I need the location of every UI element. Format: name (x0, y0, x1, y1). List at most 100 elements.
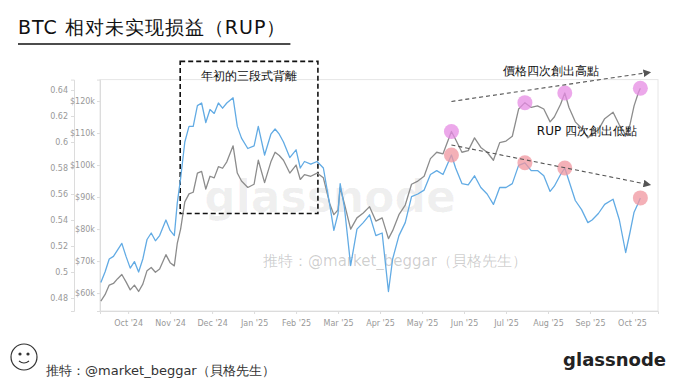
tick-mark (71, 142, 74, 143)
tick-label: 0.54 (50, 216, 68, 225)
tick-mark (632, 311, 633, 314)
tick-label: Mar '25 (324, 319, 354, 328)
tick: $60k (75, 289, 100, 298)
tick-mark (71, 272, 74, 273)
annotation-label: 年初的三段式背離 (201, 69, 297, 83)
axis-line (71, 80, 75, 311)
tick-label: $90k (75, 193, 95, 202)
tick-label: $60k (75, 289, 95, 298)
tick-label: Feb '25 (282, 319, 311, 328)
tick-label: Sep '25 (575, 319, 605, 328)
plot-frame (100, 80, 658, 311)
tick: $80k (75, 225, 100, 234)
tick: Apr '25 (366, 311, 395, 328)
tick-mark (97, 197, 100, 198)
tick-label: Aug '25 (533, 319, 564, 328)
tick-mark (97, 165, 100, 166)
tick: 0.64 (50, 86, 74, 95)
tick-mark (71, 246, 74, 247)
tick-mark (464, 311, 465, 314)
tick: 0.56 (50, 190, 74, 199)
watermark: 推特：@market_beggar（貝格先生） (263, 252, 527, 271)
tick: May '25 (407, 311, 438, 328)
tick-label: 0.5 (55, 268, 68, 277)
tick: 0.62 (50, 112, 74, 121)
tick: $120k (70, 97, 100, 106)
axis-line (101, 312, 659, 315)
tick-mark (296, 311, 297, 314)
trend-label: RUP 四次創出低點 (537, 124, 637, 138)
trend-arrow (451, 145, 650, 185)
tick-label: 0.56 (50, 190, 68, 199)
tick-mark (97, 229, 100, 230)
watermark: glassnode (204, 171, 456, 222)
background (0, 0, 680, 383)
tick: 0.5 (55, 268, 74, 277)
icon-mouth (19, 361, 29, 363)
tick-label: Nov '24 (155, 319, 186, 328)
tick-mark (71, 220, 74, 221)
tick-label: 0.52 (50, 242, 68, 251)
tick-mark (170, 311, 171, 314)
tick: Aug '25 (533, 311, 564, 328)
footer-credit: 推特：@market_beggar（貝格先生） (46, 363, 275, 378)
annotation-box (180, 61, 318, 213)
highlight-marker (444, 148, 459, 163)
tick-mark (128, 311, 129, 314)
tick: Jul '25 (493, 311, 519, 328)
axis-line (97, 80, 101, 311)
highlight-marker (557, 86, 572, 101)
icon-eye (26, 352, 29, 355)
tick: $90k (75, 193, 100, 202)
tick-label: Oct '24 (114, 319, 143, 328)
tick: 0.54 (50, 216, 74, 225)
tick: Mar '25 (324, 311, 354, 328)
x-axis: Oct '24 Nov '24 Dec '24 Jan '25 Feb '25 Mar '… (101, 311, 659, 328)
highlight-marker (517, 95, 532, 110)
tick-mark (254, 311, 255, 314)
tick-mark (97, 133, 100, 134)
tick: $70k (75, 257, 100, 266)
highlight-marker (517, 155, 532, 170)
title: BTC 相对未实现损益（RUP） (18, 16, 286, 38)
tick-label: Jan '25 (240, 319, 268, 328)
plot-area (101, 88, 641, 301)
tick-label: $120k (70, 97, 95, 106)
highlight-marker (444, 124, 459, 139)
tick: Nov '24 (155, 311, 186, 328)
tick-label: Dec '24 (197, 319, 227, 328)
tick-label: Apr '25 (366, 319, 395, 328)
tick-mark (97, 101, 100, 102)
tick: $100k (70, 161, 100, 170)
tick-mark (71, 194, 74, 195)
tick-label: $100k (70, 161, 95, 170)
tick-mark (338, 311, 339, 314)
tick-mark (71, 116, 74, 117)
tick-label: Oct '25 (618, 319, 647, 328)
tick-label: Jun '25 (450, 319, 478, 328)
y-axis: 0.48 0.5 0.52 0.54 0.56 0.58 0.6 0.62 0.64 (50, 80, 74, 311)
series-line (101, 88, 641, 301)
trend-label: 價格四次創出高點 (503, 64, 599, 78)
tick: Oct '24 (114, 311, 143, 328)
tick-mark (212, 311, 213, 314)
tick: Jun '25 (450, 311, 478, 328)
tick-mark (380, 311, 381, 314)
tick-label: Jul '25 (493, 319, 519, 328)
tick-label: 0.58 (50, 164, 68, 173)
chart-container: BTC 相对未实现损益（RUP） glassnode 推特：@market_begg… (0, 0, 680, 383)
tick: 0.6 (55, 138, 74, 147)
chart-svg: BTC 相对未实现损益（RUP） glassnode 推特：@market_begg… (0, 0, 680, 383)
tick-mark (506, 311, 507, 314)
series-line (101, 98, 641, 292)
tick-label: $80k (75, 225, 95, 234)
tick: Jan '25 (240, 311, 268, 328)
tick-mark (71, 90, 74, 91)
tick-label: 0.48 (50, 294, 68, 303)
tick-mark (97, 261, 100, 262)
icon-head (11, 344, 37, 370)
tick-label: $70k (75, 257, 95, 266)
tick-label: 0.62 (50, 112, 68, 121)
tick-mark (590, 311, 591, 314)
y2-axis: $60k$70k$80k$90k$100k$110k$120k (70, 80, 101, 311)
